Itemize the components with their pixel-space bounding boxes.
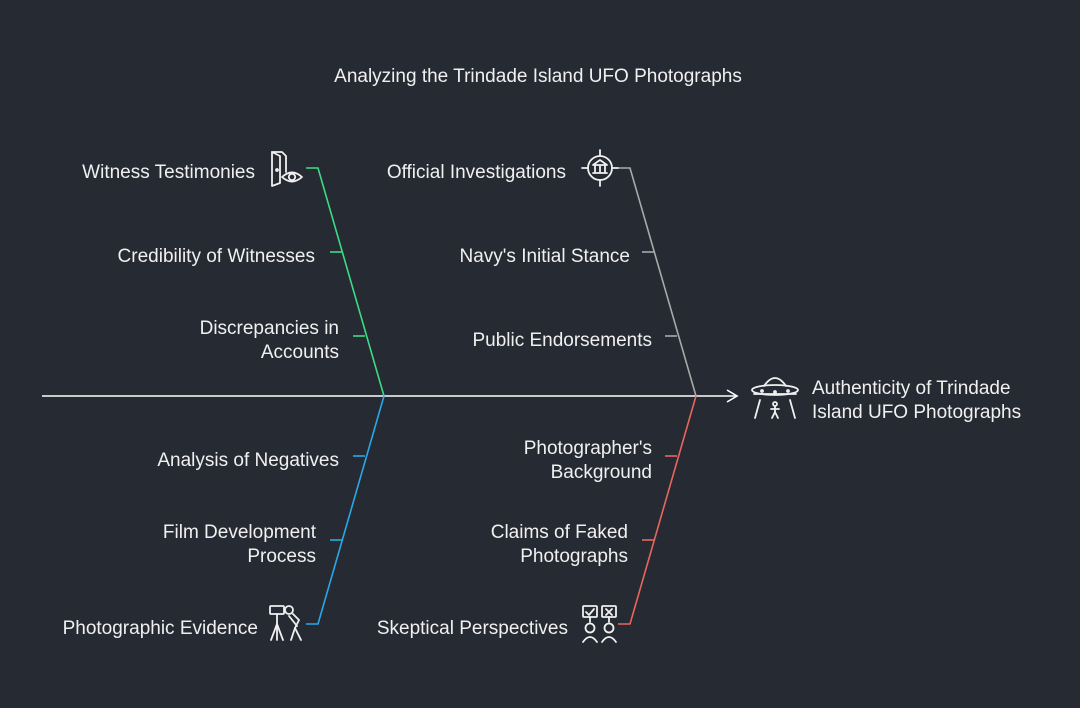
category-label-photographic-evidence: Photographic Evidence	[62, 618, 258, 639]
skeptical-branch-line	[618, 395, 697, 625]
cause-label-film-development-process: Film Development Process	[163, 521, 316, 569]
cause-line-1: Film Development	[162, 522, 316, 543]
cause-label-public-endorsements: Public Endorsements	[472, 329, 652, 353]
government-building-icon	[580, 148, 620, 188]
skeptics-checklist-icon	[580, 604, 620, 644]
cause-line-1: Claims of Faked	[490, 522, 628, 543]
cause-label-credibility-of-witnesses: Credibility of Witnesses	[118, 245, 315, 269]
cause-line-2: Photographs	[520, 546, 628, 567]
cause-line-1: Credibility of Witnesses	[117, 246, 315, 267]
witness-branch-line	[306, 167, 385, 397]
cause-label-analysis-of-negatives: Analysis of Negatives	[157, 449, 339, 473]
category-label-skeptical-perspectives: Skeptical Perspectives	[376, 618, 568, 639]
ufo-icon	[750, 372, 800, 422]
effect-line-1: Authenticity of Trindade	[812, 378, 1011, 399]
cause-label-discrepancies-in-accounts: Discrepancies in Accounts	[200, 317, 339, 365]
cause-line-1: Navy's Initial Stance	[459, 246, 630, 267]
cause-line-2: Process	[247, 546, 316, 567]
photographer-camera-icon	[267, 602, 307, 642]
cause-label-photographers-background: Photographer's Background	[524, 437, 652, 485]
effect-label: Authenticity of Trindade Island UFO Phot…	[812, 377, 1021, 425]
cause-line-2: Accounts	[260, 342, 339, 363]
category-label-official-investigations: Official Investigations	[386, 162, 566, 183]
witness-eye-icon	[268, 150, 308, 190]
photographic-branch-line	[306, 395, 385, 625]
spine-arrowhead	[726, 389, 739, 403]
cause-line-1: Photographer's	[523, 438, 652, 459]
official-branch-line	[618, 167, 697, 397]
cause-line-2: Background	[550, 462, 652, 483]
cause-line-1: Analysis of Negatives	[157, 450, 339, 471]
cause-label-claims-of-faked-photographs: Claims of Faked Photographs	[491, 521, 628, 569]
cause-line-1: Discrepancies in	[199, 318, 339, 339]
effect-line-2: Island UFO Photographs	[812, 402, 1022, 423]
category-label-witness-testimonies: Witness Testimonies	[82, 162, 255, 183]
cause-line-1: Public Endorsements	[472, 330, 652, 351]
cause-label-navys-initial-stance: Navy's Initial Stance	[460, 245, 630, 269]
diagram-title: Analyzing the Trindade Island UFO Photog…	[334, 66, 742, 87]
